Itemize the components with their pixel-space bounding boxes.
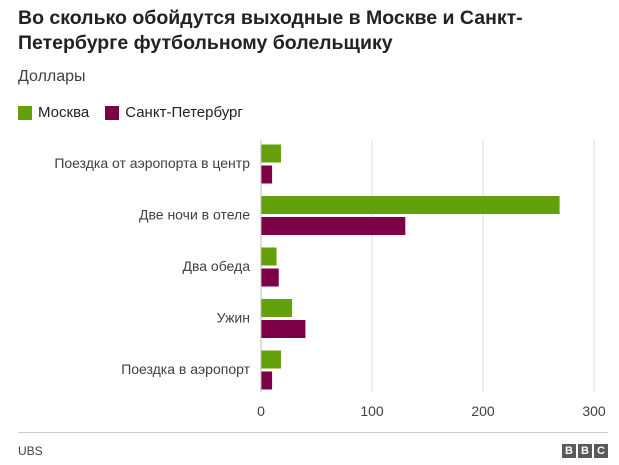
bbc-logo-letter: B: [562, 444, 576, 458]
category-label: Два обеда: [182, 258, 250, 274]
bar: [261, 371, 273, 390]
bar: [261, 320, 306, 338]
bbc-logo-letter: C: [594, 444, 608, 458]
x-tick-label: 0: [257, 403, 265, 419]
x-tick-label: 300: [582, 403, 606, 419]
footer-divider: [18, 432, 608, 433]
legend-swatch-moscow: [18, 105, 32, 120]
legend: Москва Санкт-Петербург: [18, 104, 259, 121]
legend-item-spb: Санкт-Петербург: [105, 104, 243, 121]
category-label: Две ночи в отеле: [139, 207, 250, 223]
bar: [261, 268, 279, 287]
legend-label-spb: Санкт-Петербург: [125, 104, 243, 121]
bbc-logo: B B C: [562, 444, 608, 458]
bar: [261, 350, 281, 369]
source-label: UBS: [18, 444, 43, 458]
category-label: Поездка от аэропорта в центр: [54, 155, 250, 171]
bar: [261, 299, 293, 317]
category-label: Поездка в аэропорт: [121, 361, 250, 377]
bar: [261, 144, 281, 163]
bar: [261, 247, 277, 266]
chart-title: Во сколько обойдутся выходные в Москве и…: [18, 7, 523, 54]
x-tick-label: 100: [360, 403, 384, 419]
legend-item-moscow: Москва: [18, 104, 89, 121]
bar-chart: 0 100 200 300 Поездка от аэропорта в центр Дв…: [54, 140, 606, 419]
legend-swatch-spb: [105, 105, 120, 120]
bar: [261, 217, 406, 235]
x-tick-label: 200: [471, 403, 495, 419]
bar: [261, 196, 560, 214]
category-label: Ужин: [217, 310, 250, 326]
chart-subtitle: Доллары: [18, 68, 86, 85]
bar: [261, 165, 273, 184]
bbc-logo-letter: B: [578, 444, 592, 458]
legend-label-moscow: Москва: [38, 104, 90, 121]
